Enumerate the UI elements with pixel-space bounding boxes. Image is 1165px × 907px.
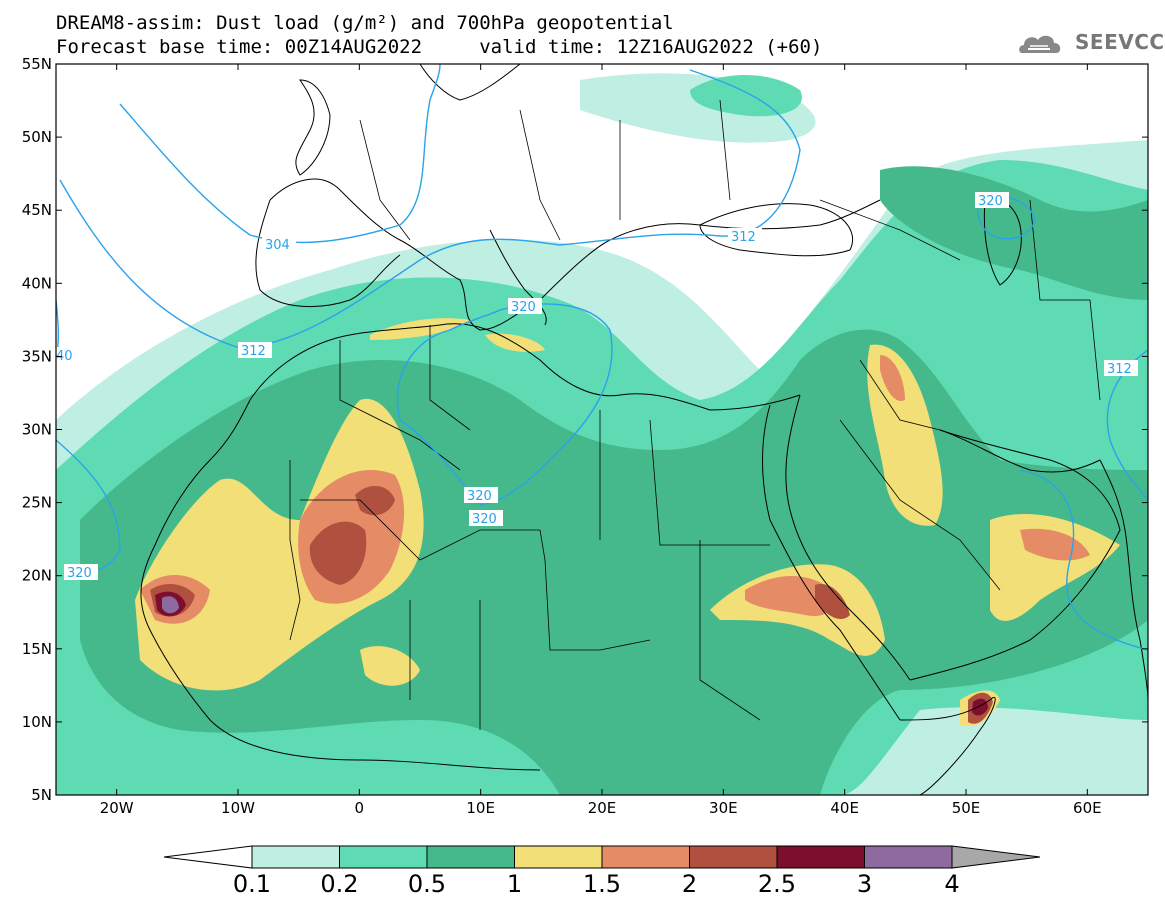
dust-level-0-5c (880, 166, 1148, 300)
contour-320-east (1019, 469, 1148, 651)
contour-label-312-west: 312 (241, 344, 266, 359)
contour-320-algeria (396, 303, 613, 506)
lat-tick-label: 15N (22, 640, 52, 658)
contour-label-edge: 40 (56, 349, 73, 364)
dust-level-2a (309, 521, 367, 585)
dust-level-1d (990, 514, 1120, 621)
border-central-europe (519, 109, 561, 241)
border-libya-egypt-sudan (649, 419, 770, 546)
lon-tick-label: 20E (588, 799, 617, 817)
lat-tick-label: 45N (22, 201, 52, 219)
dust-field (56, 73, 1148, 795)
border-iraq (859, 359, 941, 431)
coast-arabia (909, 429, 1121, 681)
latitude-axis: 55N 50N 45N 40N 35N 30N 25N 20N 15N 10N 5N (22, 55, 1148, 804)
coast-black-sea (699, 203, 854, 257)
border-morocco-algeria (339, 340, 461, 471)
coast-persian-gulf (939, 429, 1101, 473)
lon-tick-label: 0 (355, 799, 365, 817)
dust-level-1g (360, 646, 420, 686)
border-caucasus (819, 199, 961, 261)
border-mauritania-mali (289, 460, 301, 641)
lon-tick-label: 40E (830, 799, 859, 817)
country-borders (289, 99, 1101, 730)
contour-labels: 304 312 320 320 320 320 312 312 320 40 (56, 192, 1138, 581)
dust-level-3 (162, 596, 179, 614)
lat-tick-label: 40N (22, 274, 52, 292)
coast-iberia (255, 199, 401, 308)
longitude-axis: 20W 10W 0 10E 20E 30E 40E 50E 60E (100, 64, 1102, 817)
border-algeria-south (300, 499, 540, 561)
coast-africa-west (140, 399, 541, 771)
lon-tick-label: 10E (466, 799, 495, 817)
lon-tick-label: 20W (100, 799, 134, 817)
contour-label-320-caspian: 320 (978, 194, 1003, 209)
coast-uk (295, 79, 331, 176)
lat-tick-label: 25N (22, 494, 52, 512)
coast-italy (489, 229, 547, 326)
border-south-sudan (699, 540, 761, 721)
lon-tick-label: 30E (709, 799, 738, 817)
coast-arabian-sea-east (1099, 459, 1148, 701)
dust-level-1-5d (880, 355, 905, 401)
dust-level-2d (815, 584, 850, 620)
dust-level-2b (355, 485, 395, 516)
contour-label-304: 304 (265, 238, 290, 253)
coast-horn (899, 697, 996, 795)
border-ukraine (719, 99, 731, 201)
border-iran (1029, 199, 1101, 401)
lat-tick-label: 50N (22, 128, 52, 146)
contour-label-320-a: 320 (511, 300, 536, 315)
border-france (359, 119, 411, 241)
lon-tick-label: 60E (1073, 799, 1102, 817)
contour-304 (119, 64, 441, 244)
lat-tick-label: 35N (22, 347, 52, 365)
border-tunisia (429, 325, 471, 431)
lat-tick-label: 20N (22, 567, 52, 585)
dust-level-1c (867, 344, 943, 526)
dust-level-1-5e (1020, 528, 1090, 561)
coast-africa-north (249, 323, 801, 411)
contour-label-320-west: 320 (67, 566, 92, 581)
contour-label-320-b: 320 (467, 489, 492, 504)
title-line-1: DREAM8-assim: Dust load (g/m²) and 700hP… (56, 12, 674, 34)
contour-label-312-center: 312 (731, 230, 756, 245)
coast-red-sea-east (785, 394, 911, 681)
dust-level-1a (135, 398, 424, 691)
cloud-logo-icon (1019, 35, 1061, 53)
dust-level-0-2b (690, 75, 802, 117)
lat-tick-label: 5N (31, 786, 52, 804)
lat-tick-label: 55N (22, 55, 52, 73)
dust-level-1-5c (745, 575, 833, 616)
contour-label-312-east: 312 (1107, 362, 1132, 377)
contour-320-caspian (976, 195, 1036, 240)
coast-scandinavia (419, 64, 521, 101)
lat-tick-label: 10N (22, 713, 52, 731)
border-niger-chad (539, 529, 651, 651)
coast-red-sea-west (762, 404, 901, 721)
dust-level-2-5b (972, 698, 988, 716)
border-saudi (839, 419, 1001, 591)
lon-tick-label: 10W (221, 799, 255, 817)
lat-tick-label: 30N (22, 421, 52, 439)
contour-label-320-c: 320 (472, 512, 497, 527)
lon-tick-label: 50E (952, 799, 981, 817)
logo-text: SEEVCCC (1075, 30, 1165, 54)
dust-level-1e (370, 318, 470, 340)
contour-312-west (59, 69, 801, 349)
title-line-2: Forecast base time: 00Z14AUG2022 valid t… (56, 36, 823, 58)
